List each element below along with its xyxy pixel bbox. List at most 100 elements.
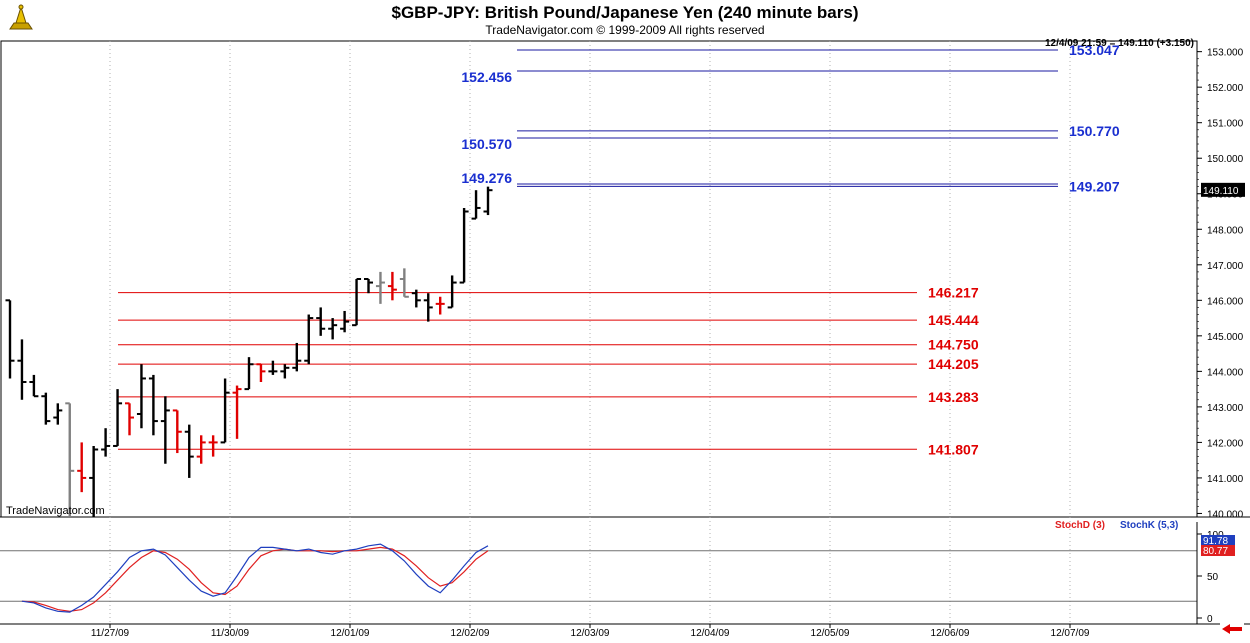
level-label: 144.750 bbox=[928, 337, 979, 353]
y-tick-label: 146.000 bbox=[1207, 296, 1244, 307]
ohlc-bar bbox=[136, 364, 146, 429]
level-label: 145.444 bbox=[928, 312, 979, 328]
y-tick-label: 142.000 bbox=[1207, 438, 1244, 449]
ohlc-bar bbox=[328, 318, 338, 340]
level-label: 149.276 bbox=[461, 170, 512, 186]
x-tick-label: 12/01/09 bbox=[331, 628, 370, 639]
ohlc-bar bbox=[304, 314, 314, 365]
ohlc-bar bbox=[89, 445, 99, 517]
level-lines: 153.047 152.456 150.770 150.570 149.276 149.2… bbox=[118, 42, 1120, 457]
ohlc-bar bbox=[65, 402, 75, 517]
ohlc-bar bbox=[160, 396, 170, 464]
ohlc-bar bbox=[17, 339, 27, 400]
x-tick-label: 12/06/09 bbox=[931, 628, 970, 639]
x-tick-label: 12/07/09 bbox=[1051, 628, 1090, 639]
ohlc-bar bbox=[5, 299, 15, 379]
ohlc-bar bbox=[196, 435, 206, 464]
level-label: 152.456 bbox=[461, 69, 512, 85]
ohlc-bar bbox=[292, 342, 302, 372]
ohlc-bar bbox=[459, 207, 469, 284]
ohlc-bar bbox=[256, 363, 266, 383]
legend-stoch-d: StochD (3) bbox=[1055, 520, 1105, 531]
level-label: 141.807 bbox=[928, 441, 979, 457]
y-tick-label: 152.000 bbox=[1207, 83, 1244, 94]
ohlc-bar bbox=[483, 186, 493, 216]
chart-title: $GBP-JPY: British Pound/Japanese Yen (24… bbox=[391, 3, 859, 22]
scroll-left-arrow-icon[interactable] bbox=[1220, 623, 1244, 635]
ohlc-bar bbox=[77, 442, 87, 493]
ohlc-bar bbox=[184, 424, 194, 478]
x-tick-label: 12/05/09 bbox=[811, 628, 850, 639]
y-tick-label: 151.000 bbox=[1207, 119, 1244, 130]
ohlc-bar bbox=[435, 296, 445, 315]
last-price-box bbox=[1201, 182, 1245, 197]
ohlc-bar bbox=[411, 289, 421, 308]
ohlc-bar bbox=[172, 409, 182, 454]
ohlc-bar bbox=[113, 389, 123, 447]
level-label: 146.217 bbox=[928, 285, 979, 301]
legend-stoch-k: StochK (5,3) bbox=[1120, 520, 1179, 531]
last-price-label: 149.110 bbox=[1203, 186, 1239, 197]
y-tick-label: 141.000 bbox=[1207, 474, 1244, 485]
x-tick-label: 11/30/09 bbox=[211, 628, 250, 639]
level-label: 149.207 bbox=[1069, 178, 1120, 194]
ohlc-bar bbox=[280, 364, 290, 379]
level-label: 150.570 bbox=[461, 136, 512, 152]
ohlc-bar bbox=[423, 293, 433, 322]
ohlc-bar bbox=[352, 278, 362, 327]
stoch-d-last-box bbox=[1201, 545, 1235, 556]
ohlc-bar bbox=[340, 310, 350, 333]
ohlc-bar bbox=[41, 392, 51, 425]
y-tick-label: 143.000 bbox=[1207, 403, 1244, 414]
y-tick-label: 153.000 bbox=[1207, 48, 1244, 59]
last-price-info: 12/4/09 21:59 = 149.110 (+3.150) bbox=[1044, 38, 1194, 49]
x-tick-label: 12/02/09 bbox=[451, 628, 490, 639]
price-panel-border bbox=[0, 40, 1198, 518]
stoch-d-line bbox=[21, 546, 489, 612]
ohlc-bar bbox=[148, 374, 158, 436]
stoch-k-last-label: 91.78 bbox=[1203, 536, 1228, 547]
price-panel bbox=[0, 40, 1250, 625]
stoch-tick-label: 50 bbox=[1207, 572, 1219, 583]
y-tick-label: 144.000 bbox=[1207, 367, 1244, 378]
trade-navigator-logo-icon bbox=[9, 4, 33, 30]
ohlc-bar bbox=[53, 403, 63, 425]
y-tick-label: 145.000 bbox=[1207, 332, 1244, 343]
level-label: 143.283 bbox=[928, 389, 979, 405]
stoch-d-last-label: 80.77 bbox=[1203, 546, 1228, 557]
watermark-text: TradeNavigator.com bbox=[6, 505, 105, 517]
grid-lines bbox=[109, 41, 1071, 624]
ohlc-bar bbox=[268, 360, 278, 375]
level-label: 153.047 bbox=[1069, 42, 1120, 58]
ohlc-bar bbox=[125, 402, 134, 436]
x-tick-label: 11/27/09 bbox=[91, 628, 130, 639]
ohlc-bar bbox=[220, 378, 230, 444]
ohlc-bar bbox=[29, 374, 39, 398]
y-tick-label: 148.000 bbox=[1207, 225, 1244, 236]
ohlc-bar bbox=[399, 268, 409, 298]
chart-subtitle: TradeNavigator.com © 1999-2009 All right… bbox=[485, 23, 765, 37]
ohlc-bar bbox=[316, 307, 326, 336]
y-tick-label: 147.000 bbox=[1207, 261, 1244, 272]
ohlc-bar bbox=[364, 278, 373, 294]
ohlc-bar bbox=[447, 275, 457, 309]
date-axis: 11/27/09 11/30/09 12/01/09 12/02/09 12/03/09… bbox=[91, 624, 1090, 639]
price-axis: 140.000 141.000 142.000 143.000 144.000 145.0… bbox=[1197, 48, 1245, 520]
stoch-k-line bbox=[21, 543, 489, 613]
level-label: 150.770 bbox=[1069, 123, 1120, 139]
ohlc-bar bbox=[232, 385, 242, 439]
ohlc-bar bbox=[208, 435, 218, 457]
level-label: 144.205 bbox=[928, 356, 979, 372]
stoch-k-last-box bbox=[1201, 535, 1235, 546]
y-tick-label: 150.000 bbox=[1207, 154, 1244, 165]
ohlc-bar bbox=[375, 271, 385, 304]
x-tick-label: 12/04/09 bbox=[691, 628, 730, 639]
stoch-tick-label: 0 bbox=[1207, 614, 1213, 625]
ohlc-bar bbox=[471, 190, 481, 220]
ohlc-bar bbox=[387, 271, 397, 301]
x-tick-label: 12/03/09 bbox=[571, 628, 610, 639]
ohlc-bar bbox=[101, 428, 111, 457]
price-bars bbox=[5, 186, 493, 517]
